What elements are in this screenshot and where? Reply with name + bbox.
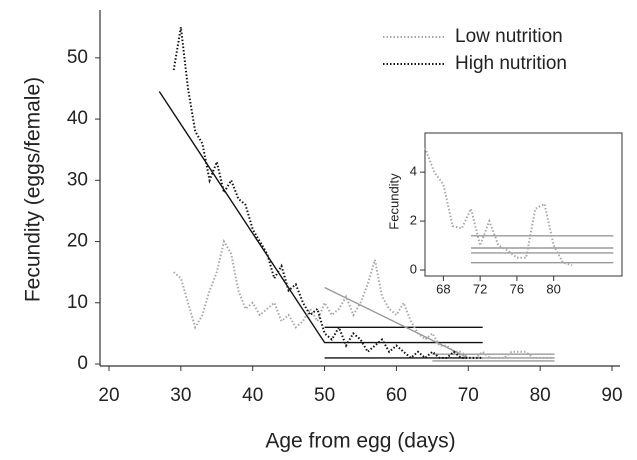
- x-tick-label: 30: [170, 385, 191, 406]
- y-tick-label: 40: [67, 108, 88, 129]
- y-tick-label: 30: [67, 169, 88, 190]
- x-tick-label: 60: [386, 385, 407, 406]
- y-tick-label: 10: [67, 292, 88, 313]
- y-tick-label: 50: [67, 47, 88, 68]
- x-tick-label: 90: [601, 385, 622, 406]
- data-line: [172, 27, 483, 360]
- x-tick-label: 70: [458, 385, 479, 406]
- y-tick-label: 0: [410, 261, 417, 276]
- x-tick-label: 50: [314, 385, 335, 406]
- y-axis-label: Fecundity: [386, 173, 401, 230]
- inset-frame: [424, 132, 623, 277]
- x-axis-label: Age from egg (days): [265, 430, 455, 453]
- y-tick-label: 4: [410, 164, 417, 179]
- x-tick-label: 68: [436, 281, 450, 296]
- y-tick-label: 20: [67, 231, 88, 252]
- x-tick-label: 76: [510, 281, 524, 296]
- y-tick-label: 2: [410, 213, 417, 228]
- x-tick-label: 40: [242, 385, 263, 406]
- data-line: [173, 238, 555, 359]
- x-tick-label: 80: [530, 385, 551, 406]
- y-tick-label: 0: [77, 353, 88, 374]
- y-axis-label: Fecundity (eggs/female): [22, 77, 45, 302]
- legend-label: High nutrition: [455, 53, 567, 74]
- legend-label: Low nutrition: [455, 26, 563, 47]
- fit-line: [324, 286, 555, 359]
- x-tick-label: 80: [546, 281, 560, 296]
- x-tick-label: 20: [98, 385, 119, 406]
- x-tick-label: 72: [473, 281, 487, 296]
- fit-line: [158, 91, 483, 344]
